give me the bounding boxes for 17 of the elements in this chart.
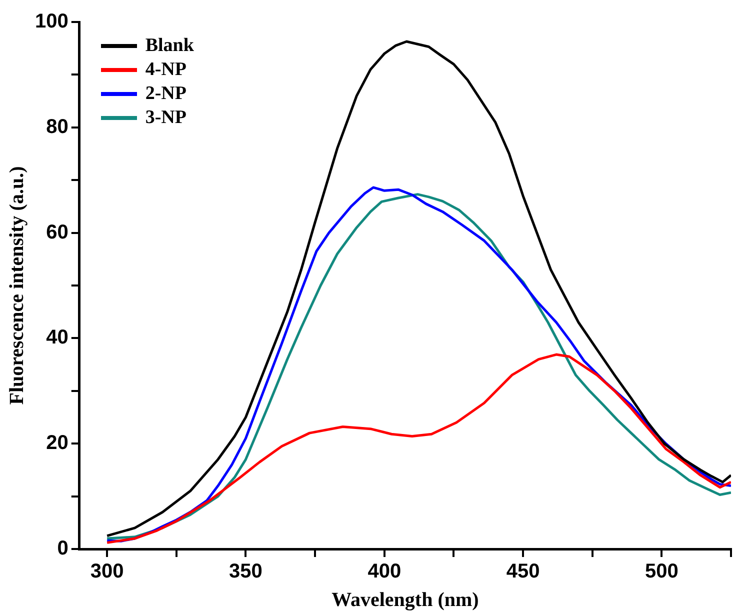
y-tick-label: 20 xyxy=(46,432,68,454)
y-tick-label: 100 xyxy=(34,10,68,33)
y-tick-label: 80 xyxy=(46,116,68,138)
y-axis-title: Fluorescence intensity (a.u.) xyxy=(6,166,28,405)
y-tick-label: 40 xyxy=(46,326,68,349)
x-tick-label: 350 xyxy=(229,560,262,583)
x-tick-label: 450 xyxy=(506,560,540,583)
x-tick-label: 300 xyxy=(90,560,124,583)
legend-label: 4-NP xyxy=(145,58,187,82)
legend-label: 2-NP xyxy=(145,82,187,106)
x-tick-label: 400 xyxy=(368,560,402,583)
y-tick-label: 0 xyxy=(57,538,68,560)
x-tick-label: 500 xyxy=(644,560,678,583)
legend-label: 3-NP xyxy=(145,106,187,130)
y-tick-label: 60 xyxy=(46,221,68,244)
x-axis-title: Wavelength (nm) xyxy=(332,589,479,612)
legend-label: Blank xyxy=(145,34,194,58)
